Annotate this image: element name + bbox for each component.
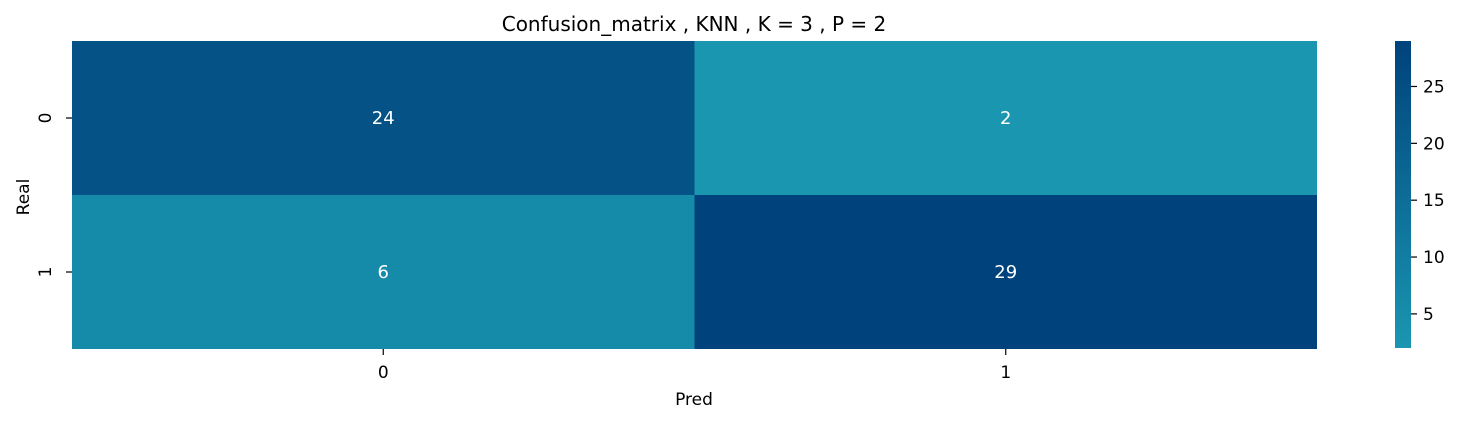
x-axis-label: Pred [675, 390, 713, 410]
heatmap-cells [72, 41, 1317, 349]
colorbar-tick-label: 15 [1423, 191, 1445, 211]
x-tick-label: 0 [378, 363, 389, 383]
y-axis-label: Real [14, 179, 34, 216]
colorbar-tick-label: 25 [1423, 77, 1445, 97]
y-axis-ticks: 01 [36, 113, 72, 278]
cell-value-label: 2 [1000, 108, 1011, 129]
colorbar-tick-label: 20 [1423, 134, 1445, 154]
cell-value-label: 24 [372, 108, 395, 129]
colorbar [1395, 41, 1411, 348]
cell-labels: 24 2 6 29 [372, 108, 1017, 283]
colorbar-ticks: 5 10 15 20 25 [1411, 77, 1445, 325]
y-tick-label: 0 [36, 113, 56, 124]
heatmap-cell [72, 195, 695, 349]
heatmap-cell [694, 195, 1317, 349]
y-tick-label: 1 [36, 267, 56, 278]
heatmap-cell [72, 41, 695, 195]
x-tick-label: 1 [1000, 363, 1011, 383]
colorbar-tick-label: 5 [1423, 305, 1434, 325]
colorbar-tick-label: 10 [1423, 248, 1445, 268]
chart-title: Confusion_matrix , KNN , K = 3 , P = 2 [502, 12, 887, 36]
cell-value-label: 29 [994, 262, 1017, 283]
heatmap-cell [694, 41, 1317, 195]
cell-value-label: 6 [378, 262, 389, 283]
